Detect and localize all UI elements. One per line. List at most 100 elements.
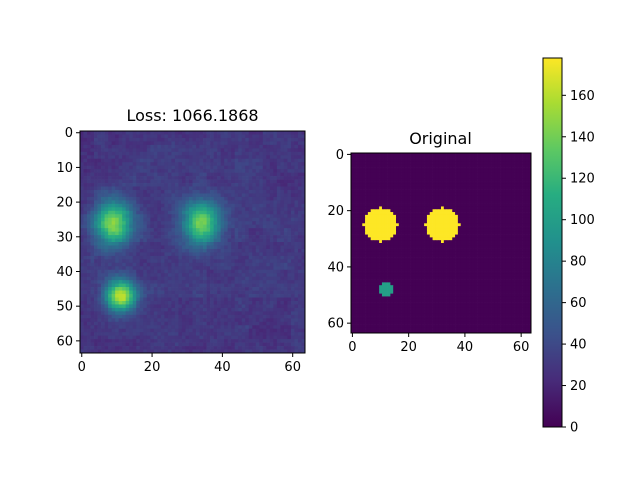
- heatmap-cell: [157, 200, 162, 205]
- heatmap-cell: [146, 196, 151, 201]
- heatmap-cell: [252, 169, 257, 173]
- heatmap-cell: [301, 318, 306, 323]
- heatmap-cell: [213, 276, 218, 281]
- heatmap-cell: [129, 148, 134, 153]
- heatmap-cell: [139, 314, 144, 319]
- heatmap-cell: [241, 269, 246, 274]
- heatmap-cell: [432, 153, 436, 157]
- heatmap-cell: [101, 321, 105, 326]
- heatmap-cell: [255, 186, 260, 191]
- heatmap-cell: [188, 193, 193, 198]
- heatmap-cell: [94, 165, 98, 170]
- heatmap-cell: [217, 307, 221, 312]
- heatmap-cell: [255, 231, 260, 236]
- heatmap-cell: [287, 203, 292, 208]
- heatmap-cell: [139, 134, 144, 139]
- heatmap-cell: [136, 273, 141, 278]
- heatmap-cell: [273, 242, 278, 246]
- heatmap-cell: [167, 231, 172, 236]
- heatmap-cell: [231, 169, 236, 173]
- heatmap-cell: [424, 189, 428, 193]
- heatmap-cell: [514, 172, 518, 176]
- heatmap-cell: [118, 262, 123, 267]
- heatmap-cell: [167, 141, 172, 146]
- heatmap-cell: [255, 252, 260, 257]
- heatmap-cell: [164, 262, 169, 267]
- heatmap-cell: [234, 189, 239, 194]
- heatmap-cell: [290, 169, 295, 173]
- heatmap-cell: [452, 161, 456, 165]
- heatmap-cell: [508, 155, 512, 159]
- heatmap-cell: [90, 328, 95, 333]
- heatmap-cell: [196, 196, 200, 201]
- heatmap-cell: [231, 231, 236, 236]
- heatmap-cell: [83, 151, 88, 156]
- heatmap-cell: [181, 137, 186, 142]
- heatmap-cell: [188, 158, 193, 163]
- heatmap-cell: [443, 153, 447, 157]
- heatmap-cell: [185, 131, 190, 135]
- heatmap-cell: [443, 181, 447, 185]
- heatmap-cell: [234, 155, 239, 160]
- heatmap-cell: [125, 321, 130, 326]
- heatmap-cell: [108, 248, 112, 253]
- heatmap-cell: [351, 169, 355, 174]
- heatmap-cell: [287, 217, 292, 222]
- heatmap-cell: [146, 148, 151, 153]
- heatmap-cell: [136, 221, 141, 226]
- heatmap-cell: [150, 235, 155, 239]
- heatmap-cell: [234, 131, 239, 135]
- heatmap-cell: [297, 217, 302, 222]
- heatmap-cell: [269, 304, 274, 309]
- heatmap-cell: [297, 294, 302, 298]
- heatmap-cell: [356, 155, 360, 159]
- heatmap-cell: [83, 238, 88, 243]
- heatmap-cell: [455, 153, 459, 157]
- heatmap-cell: [273, 276, 278, 281]
- heatmap-cell: [301, 214, 306, 219]
- heatmap-cell: [280, 255, 285, 260]
- heatmap-cell: [217, 259, 221, 264]
- heatmap-cell: [435, 181, 439, 185]
- heatmap-cell: [269, 131, 274, 135]
- heatmap-cell: [466, 161, 470, 165]
- heatmap-cell: [217, 328, 221, 333]
- heatmap-cell: [164, 176, 169, 180]
- heatmap-cell: [217, 221, 221, 226]
- heatmap-cell: [153, 217, 158, 222]
- heatmap-cell: [188, 314, 193, 319]
- heatmap-cell: [234, 252, 239, 257]
- heatmap-cell: [398, 183, 402, 188]
- heatmap-cell: [164, 339, 169, 343]
- heatmap-cell: [234, 321, 239, 326]
- heatmap-cell: [301, 304, 306, 309]
- heatmap-cell: [122, 300, 127, 305]
- heatmap-cell: [248, 314, 253, 319]
- heatmap-cell: [217, 311, 221, 316]
- heatmap-cell: [255, 339, 260, 343]
- heatmap-cell: [164, 183, 169, 187]
- heatmap-cell: [365, 175, 369, 179]
- heatmap-cell: [94, 297, 98, 302]
- heatmap-cell: [259, 346, 264, 350]
- heatmap-cell: [287, 214, 292, 219]
- heatmap-cell: [486, 186, 490, 190]
- heatmap-cell: [199, 203, 204, 208]
- heatmap-cell: [101, 276, 105, 281]
- heatmap-cell: [153, 342, 158, 347]
- heatmap-cell: [188, 200, 193, 205]
- heatmap-cell: [174, 217, 179, 222]
- heatmap-cell: [269, 342, 274, 347]
- heatmap-cell: [181, 346, 186, 350]
- heatmap-cell: [178, 176, 183, 180]
- heatmap-cell: [203, 141, 207, 146]
- heatmap-cell: [132, 228, 137, 232]
- heatmap-cell: [301, 255, 306, 260]
- heatmap-cell: [301, 224, 306, 229]
- heatmap-cell: [220, 141, 225, 146]
- heatmap-cell: [469, 153, 473, 157]
- heatmap-cell: [252, 276, 257, 281]
- heatmap-cell: [153, 221, 158, 226]
- heatmap-cell: [143, 131, 148, 135]
- heatmap-cell: [192, 318, 197, 323]
